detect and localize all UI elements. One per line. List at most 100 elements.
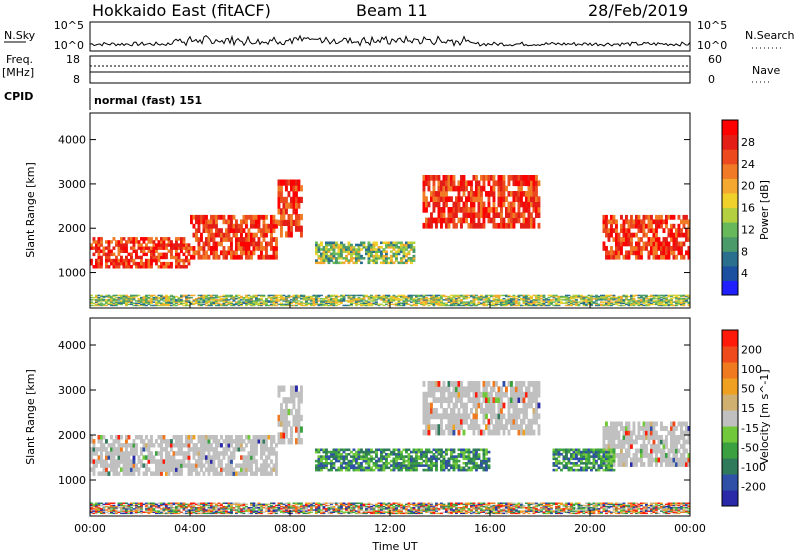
velocity-cell xyxy=(205,459,208,464)
velocity-cell xyxy=(602,439,606,445)
velocity-cell xyxy=(177,451,181,456)
power-cell xyxy=(167,304,171,307)
power-cell xyxy=(442,191,446,197)
power-cell xyxy=(347,259,351,262)
power-cell xyxy=(677,294,681,297)
power-cell xyxy=(625,294,628,297)
velocity-cell xyxy=(342,457,346,461)
power-cell xyxy=(475,212,478,218)
velocity-cell xyxy=(345,457,348,461)
velocity-cell xyxy=(522,418,526,425)
power-cell xyxy=(485,212,488,218)
power-cell xyxy=(322,303,326,306)
power-cell xyxy=(332,243,336,247)
power-cell xyxy=(512,303,516,306)
power-cell xyxy=(355,302,358,304)
power-cell xyxy=(605,219,608,225)
velocity-cell xyxy=(672,439,676,445)
power-cell xyxy=(297,303,301,306)
power-cell xyxy=(225,298,228,300)
velocity-cell xyxy=(265,435,268,440)
velocity-cell xyxy=(247,455,251,460)
power-cell xyxy=(302,294,306,297)
power-cell xyxy=(217,302,221,304)
velocity-cell xyxy=(432,413,436,420)
velocity-cell xyxy=(197,455,201,460)
power-cell xyxy=(362,246,366,249)
power-cell xyxy=(630,298,633,300)
velocity-cell xyxy=(250,467,253,472)
power-cell xyxy=(397,250,401,253)
power-cell xyxy=(667,294,671,297)
velocity-cell xyxy=(390,464,393,467)
power-cell xyxy=(507,294,511,297)
velocity-cell xyxy=(200,443,203,448)
power-cell xyxy=(667,299,671,301)
power-cell xyxy=(325,246,328,249)
velocity-cell xyxy=(642,444,646,449)
velocity-cell xyxy=(117,439,121,444)
power-cell xyxy=(110,295,113,298)
velocity-cell xyxy=(402,459,406,463)
power-cell xyxy=(115,258,118,263)
velocity-cell xyxy=(337,450,341,454)
power-cell xyxy=(532,302,536,304)
power-cell xyxy=(592,301,596,303)
power-cell xyxy=(540,294,543,297)
power-cell xyxy=(375,294,378,297)
power-cell xyxy=(160,299,163,301)
power-cell xyxy=(460,302,463,304)
velocity-cell xyxy=(397,448,401,452)
power-cell xyxy=(305,296,308,299)
power-cell xyxy=(670,294,673,297)
power-cell xyxy=(637,302,641,304)
power-cell xyxy=(647,301,651,303)
power-cell xyxy=(670,301,673,303)
velocity-cell xyxy=(100,435,103,440)
velocity-cell xyxy=(232,451,236,456)
velocity-cell xyxy=(250,459,253,464)
power-cell xyxy=(175,304,178,307)
power-cell xyxy=(265,241,268,247)
velocity-cell xyxy=(525,429,528,436)
velocity-cell xyxy=(400,457,403,461)
power-cell xyxy=(445,304,448,307)
velocity-cell xyxy=(315,448,318,452)
power-cell xyxy=(620,295,623,298)
power-cell xyxy=(97,299,101,301)
power-cell xyxy=(230,219,233,225)
power-cell xyxy=(640,304,643,307)
power-cell xyxy=(157,246,161,250)
velocity-cell xyxy=(410,459,413,463)
power-cell xyxy=(560,302,563,304)
power-cell xyxy=(200,294,203,297)
power-cell xyxy=(385,295,388,298)
velocity-cell xyxy=(467,386,471,393)
velocity-cell xyxy=(337,457,341,461)
velocity-cell xyxy=(205,467,208,472)
velocity-cell xyxy=(162,467,166,472)
power-cell xyxy=(577,304,581,307)
velocity-cell xyxy=(397,468,401,472)
power-cell xyxy=(245,296,248,299)
power-cell xyxy=(355,300,358,302)
power-cell xyxy=(270,296,273,299)
power-cell xyxy=(405,303,408,306)
velocity-cell xyxy=(342,455,346,458)
power-cell xyxy=(117,298,121,300)
power-cell xyxy=(680,250,683,256)
power-cell xyxy=(275,299,278,301)
velocity-cell xyxy=(117,435,121,440)
power-cell xyxy=(682,295,686,298)
power-cell xyxy=(495,180,498,187)
velocity-cell xyxy=(482,408,486,414)
power-cell xyxy=(652,228,656,233)
velocity-cell xyxy=(160,455,163,460)
power-cell xyxy=(305,295,308,298)
power-cell xyxy=(167,303,171,306)
velocity-cell xyxy=(360,464,363,467)
velocity-cell xyxy=(170,463,173,468)
power-cell xyxy=(242,302,246,304)
velocity-cell xyxy=(300,414,303,422)
velocity-cell xyxy=(347,462,351,465)
